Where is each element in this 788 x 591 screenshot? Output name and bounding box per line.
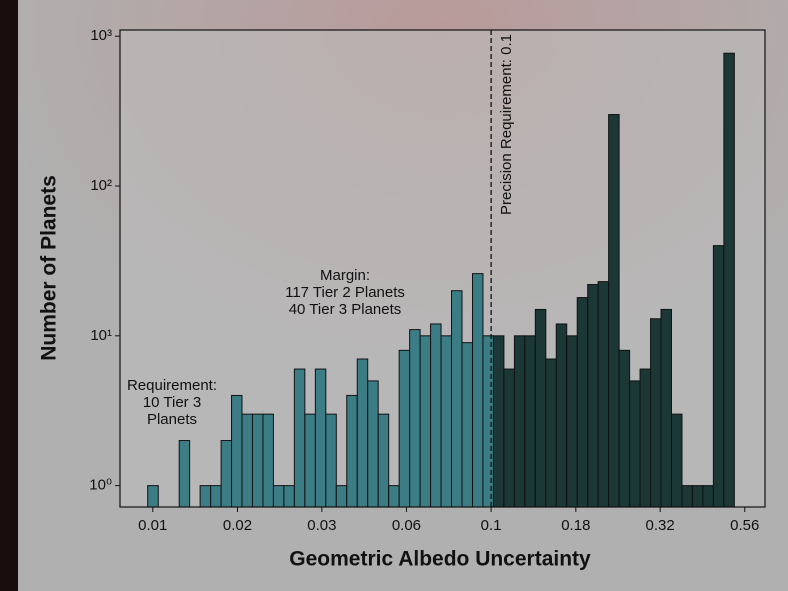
- x-tick-label: 0.03: [307, 517, 336, 534]
- chart: Geometric Albedo Uncertainty Number of P…: [0, 0, 788, 591]
- annotation: 117 Tier 2 Planets: [285, 284, 405, 301]
- bar: [232, 395, 242, 507]
- bar: [315, 369, 325, 507]
- x-tick-label: 0.18: [561, 517, 590, 534]
- bar: [336, 486, 346, 507]
- bar: [294, 369, 304, 507]
- bar: [263, 414, 273, 507]
- bar: [441, 336, 451, 507]
- bar: [452, 291, 462, 507]
- bar: [493, 336, 503, 507]
- y-tick-label: 10²: [90, 177, 112, 194]
- bar: [598, 282, 608, 507]
- bar: [431, 324, 441, 507]
- bar: [368, 381, 378, 507]
- bar: [703, 486, 713, 507]
- x-axis-title: Geometric Albedo Uncertainty: [289, 548, 591, 571]
- threshold-label: Precision Requirement: 0.1: [498, 34, 515, 215]
- x-tick-label: 0.1: [481, 517, 502, 534]
- bar: [567, 336, 578, 507]
- bar: [410, 330, 420, 507]
- bar: [179, 441, 189, 507]
- bar: [399, 350, 409, 507]
- bar: [651, 319, 661, 507]
- bar: [525, 336, 535, 507]
- annotation: Requirement:: [127, 377, 217, 394]
- bar: [556, 324, 566, 507]
- bar: [671, 414, 682, 507]
- x-tick-label: 0.01: [138, 517, 167, 534]
- y-axis-title: Number of Planets: [38, 175, 61, 361]
- bar: [252, 414, 262, 507]
- annotation: 40 Tier 3 Planets: [289, 301, 402, 318]
- bar: [682, 486, 692, 507]
- bar: [546, 359, 556, 507]
- bar: [640, 369, 650, 507]
- annotation: Planets: [147, 411, 197, 428]
- bar: [326, 414, 337, 507]
- x-tick-label: 0.56: [730, 517, 759, 534]
- bar: [630, 381, 640, 507]
- bar: [504, 369, 515, 507]
- annotation: 10 Tier 3: [143, 394, 201, 411]
- bar: [378, 414, 388, 507]
- bar: [483, 336, 493, 507]
- bar: [221, 441, 231, 507]
- bar: [588, 285, 598, 507]
- y-tick-label: 10³: [90, 27, 112, 44]
- bar: [514, 336, 524, 507]
- bar: [305, 414, 316, 507]
- bar: [420, 336, 430, 507]
- bar: [211, 486, 221, 507]
- bar: [284, 486, 294, 507]
- bar: [619, 350, 629, 507]
- bar: [200, 486, 211, 507]
- bar: [661, 309, 671, 507]
- x-tick-label: 0.02: [223, 517, 252, 534]
- x-tick-label: 0.06: [392, 517, 421, 534]
- bar: [692, 486, 702, 507]
- bar: [577, 298, 587, 507]
- bar: [347, 395, 357, 507]
- y-tick-label: 10¹: [90, 327, 112, 344]
- bar: [357, 359, 367, 507]
- bar: [148, 486, 159, 507]
- bar: [713, 246, 723, 507]
- page: Geometric Albedo Uncertainty Number of P…: [0, 0, 788, 591]
- bar: [609, 115, 620, 507]
- bar: [535, 309, 545, 507]
- bar: [462, 343, 472, 507]
- bar: [472, 274, 482, 507]
- bar: [242, 414, 253, 507]
- bar: [273, 486, 283, 507]
- y-tick-label: 10⁰: [89, 477, 112, 494]
- x-tick-label: 0.32: [646, 517, 675, 534]
- bar: [389, 486, 399, 507]
- bar: [724, 53, 734, 507]
- annotation: Margin:: [320, 267, 370, 284]
